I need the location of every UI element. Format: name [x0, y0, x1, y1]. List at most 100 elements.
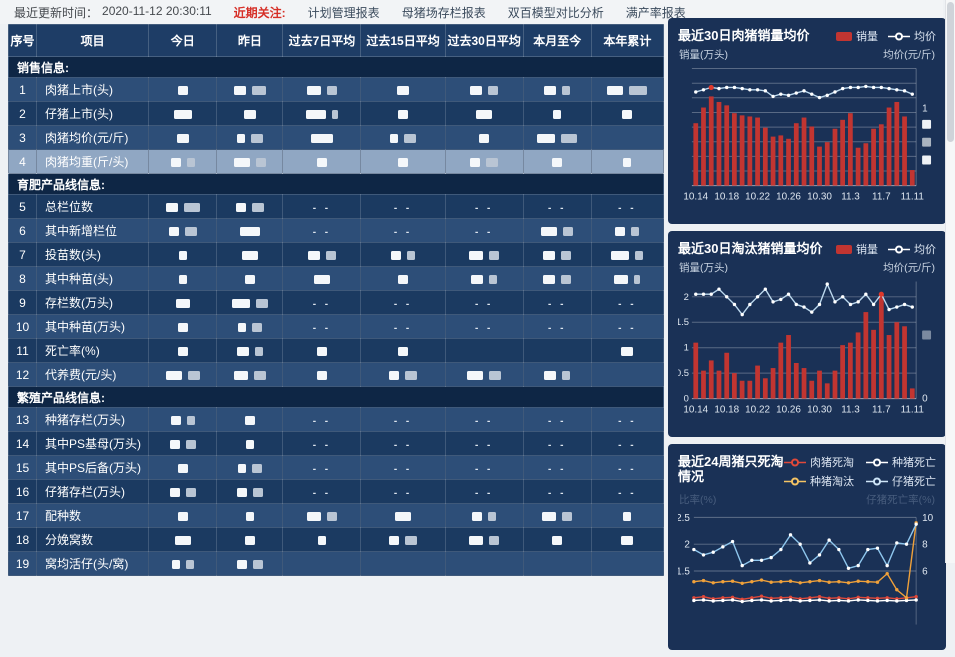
- column-header: 过去15日平均: [360, 24, 446, 57]
- legend-item[interactable]: 种猪淘汰: [784, 473, 854, 489]
- legend-item[interactable]: 肉猪死淘: [784, 454, 854, 470]
- legend-item[interactable]: 销量: [836, 28, 878, 44]
- redacted-value: [470, 85, 483, 95]
- legend-item[interactable]: 种猪死亡: [866, 454, 936, 470]
- dash-value: - -: [618, 463, 637, 475]
- table-cell: [522, 125, 592, 150]
- table-cell: [590, 527, 665, 552]
- last-updated-value: 2020-11-12 20:30:11: [102, 3, 212, 18]
- table-cell: - -: [444, 455, 524, 480]
- table-cell: - -: [444, 431, 524, 456]
- row-index: 12: [7, 362, 38, 387]
- row-index: 19: [7, 551, 38, 576]
- table-row[interactable]: 6 其中新增栏位 - - - - - -: [7, 218, 665, 243]
- table-cell: - -: [282, 194, 362, 219]
- link-full-capacity-report[interactable]: 满产率报表: [625, 5, 686, 20]
- row-index: 1: [7, 77, 38, 102]
- table-cell: [360, 527, 446, 552]
- legend-bar-swatch: [836, 244, 852, 254]
- dash-value: - -: [393, 322, 413, 334]
- redacted-value: [562, 511, 573, 521]
- dash-value: - -: [393, 298, 413, 310]
- table-row[interactable]: 2 仔猪上市(头): [7, 101, 665, 126]
- legend-label: 仔猪死亡: [892, 476, 936, 488]
- dash-value: - -: [548, 439, 567, 451]
- table-cell: [360, 362, 446, 387]
- redacted-value: [236, 559, 247, 569]
- redacted-value: [561, 133, 578, 143]
- table-row[interactable]: 9 存栏数(万头) - - - - - - - - - -: [7, 290, 665, 315]
- legend-label: 均价: [914, 31, 936, 43]
- table-row[interactable]: 7 投苗数(头): [7, 242, 665, 267]
- table-cell: - -: [444, 218, 524, 243]
- table-cell: [522, 101, 592, 126]
- table-cell: - -: [590, 407, 665, 432]
- table-row[interactable]: 16 仔猪存栏(万头) - - - - - - - - - -: [7, 479, 665, 504]
- row-label: 肉猪上市(头): [36, 77, 150, 102]
- redacted-value: [397, 85, 410, 95]
- table-row[interactable]: 8 其中种苗(头): [7, 266, 665, 291]
- table-cell: - -: [282, 314, 362, 339]
- table-row[interactable]: 17 配种数: [7, 503, 665, 528]
- table-row[interactable]: 19 窝均活仔(头/窝): [7, 551, 665, 576]
- table-cell: [148, 77, 218, 102]
- redacted-value: [251, 85, 266, 95]
- legend-line-icon: [888, 245, 910, 253]
- table-row[interactable]: 18 分娩窝数: [7, 527, 665, 552]
- redacted-value: [177, 322, 188, 332]
- table-row[interactable]: 11 死亡率(%): [7, 338, 665, 363]
- row-label: 肉猪均重(斤/头): [36, 149, 150, 174]
- table-row[interactable]: 1 肉猪上市(头): [7, 77, 665, 102]
- table-row[interactable]: 3 肉猪均价(元/斤): [7, 125, 665, 150]
- left-axis-label: 比率(%): [679, 494, 717, 506]
- scrollbar-thumb[interactable]: [947, 2, 954, 142]
- legend-item[interactable]: 仔猪死亡: [866, 473, 936, 489]
- redacted-value: [489, 370, 502, 380]
- dash-value: - -: [474, 202, 494, 214]
- link-model-compare[interactable]: 双百模型对比分析: [507, 5, 604, 20]
- vertical-scrollbar[interactable]: [945, 0, 955, 563]
- table-cell: - -: [590, 314, 665, 339]
- table-cell: [590, 125, 665, 150]
- column-header: 昨日: [216, 24, 284, 57]
- dash-value: - -: [474, 487, 494, 499]
- table-cell: [444, 551, 524, 576]
- svg-text:10.26: 10.26: [776, 405, 801, 416]
- legend-item[interactable]: 均价: [888, 28, 936, 44]
- redacted-value: [552, 157, 563, 167]
- table-row[interactable]: 14 其中PS基母(万头) - - - - - - - - - -: [7, 431, 665, 456]
- row-index: 16: [7, 479, 38, 504]
- table-row[interactable]: 10 其中种苗(万头) - - - - - - - - - -: [7, 314, 665, 339]
- legend-item[interactable]: 销量: [836, 241, 878, 257]
- link-plan-report[interactable]: 计划管理报表: [307, 5, 380, 20]
- dash-value: - -: [393, 226, 413, 238]
- right-axis-label: 仔猪死亡率(%): [866, 494, 935, 506]
- table-cell: [148, 314, 218, 339]
- table-cell: - -: [522, 407, 592, 432]
- svg-text:11.11: 11.11: [901, 192, 925, 203]
- link-sow-farm-report[interactable]: 母猪场存栏报表: [401, 5, 486, 20]
- table-cell: - -: [590, 194, 665, 219]
- legend-item[interactable]: 均价: [888, 241, 936, 257]
- table-cell: [148, 407, 218, 432]
- dash-value: - -: [312, 226, 332, 238]
- svg-text:0.5: 0.5: [678, 367, 689, 378]
- dash-value: - -: [618, 415, 637, 427]
- table-cell: [522, 503, 592, 528]
- table-cell: [360, 551, 446, 576]
- table-row[interactable]: 4 肉猪均重(斤/头): [7, 149, 665, 174]
- table-cell: [148, 455, 218, 480]
- table-cell: - -: [590, 431, 665, 456]
- row-index: 2: [7, 101, 38, 126]
- table-cell: - -: [444, 194, 524, 219]
- column-header: 过去7日平均: [282, 24, 362, 57]
- table-row[interactable]: 15 其中PS后备(万头) - - - - - - - - - -: [7, 455, 665, 480]
- redacted-value: [236, 346, 249, 356]
- row-label: 其中新增栏位: [36, 218, 150, 243]
- table-cell: [444, 362, 524, 387]
- table-row[interactable]: 5 总栏位数 - - - - - - - - - -: [7, 194, 665, 219]
- redacted-value: [615, 226, 626, 236]
- table-row[interactable]: 13 种猪存栏(万头) - - - - - - - - - -: [7, 407, 665, 432]
- table-row[interactable]: 12 代养费(元/头): [7, 362, 665, 387]
- dash-value: - -: [474, 415, 494, 427]
